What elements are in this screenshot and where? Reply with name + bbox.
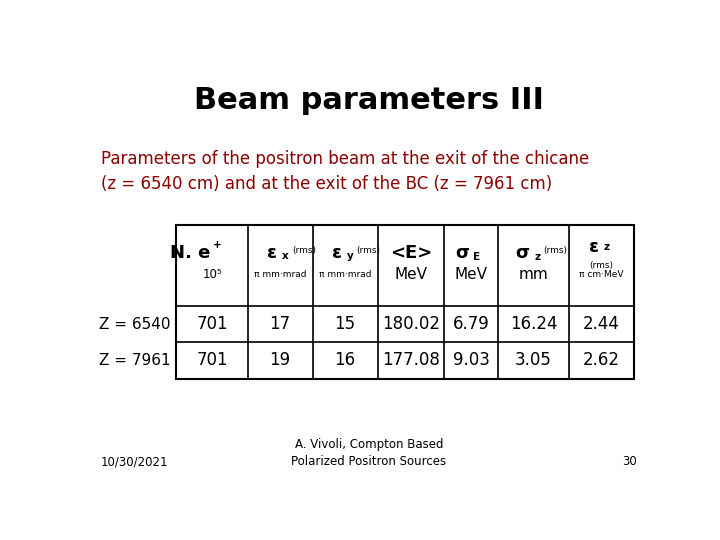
Text: z: z	[603, 242, 609, 252]
Text: σ: σ	[515, 244, 529, 262]
Text: 2.44: 2.44	[583, 315, 620, 333]
Text: 3.05: 3.05	[515, 351, 552, 369]
Text: (rms): (rms)	[544, 246, 567, 255]
Text: σ: σ	[455, 244, 469, 262]
Text: 6.79: 6.79	[453, 315, 490, 333]
Text: z: z	[534, 252, 540, 262]
Text: 15: 15	[335, 315, 356, 333]
Text: 17: 17	[269, 315, 291, 333]
Text: 16.24: 16.24	[510, 315, 557, 333]
Text: ε: ε	[267, 244, 277, 262]
Text: 10⁵: 10⁵	[202, 268, 222, 281]
Text: MeV: MeV	[395, 267, 427, 282]
Text: 9.03: 9.03	[452, 351, 490, 369]
Text: (rms): (rms)	[590, 261, 613, 270]
Text: 19: 19	[269, 351, 291, 369]
Text: Parameters of the positron beam at the exit of the chicane
(z = 6540 cm) and at : Parameters of the positron beam at the e…	[101, 150, 590, 193]
Text: Z = 7961: Z = 7961	[99, 353, 171, 368]
Text: π mm·mrad: π mm·mrad	[319, 270, 372, 279]
Text: <E>: <E>	[390, 244, 432, 262]
Text: π cm·MeV: π cm·MeV	[580, 270, 624, 279]
Text: ε: ε	[332, 244, 342, 262]
Text: y: y	[347, 251, 354, 261]
Text: 701: 701	[197, 315, 228, 333]
Text: 701: 701	[197, 351, 228, 369]
Text: E: E	[472, 252, 480, 262]
Text: 2.62: 2.62	[583, 351, 620, 369]
Text: ε: ε	[589, 238, 599, 256]
Text: mm: mm	[518, 267, 549, 282]
Text: N. e: N. e	[170, 244, 210, 262]
Text: 180.02: 180.02	[382, 315, 440, 333]
Text: (rms): (rms)	[292, 246, 317, 255]
Text: 177.08: 177.08	[382, 351, 440, 369]
Text: Beam parameters III: Beam parameters III	[194, 85, 544, 114]
Text: +: +	[213, 240, 222, 251]
Text: Z = 6540: Z = 6540	[99, 316, 171, 332]
Text: 10/30/2021: 10/30/2021	[101, 455, 168, 468]
Text: (rms): (rms)	[356, 246, 380, 255]
Text: MeV: MeV	[454, 267, 487, 282]
Text: x: x	[282, 251, 289, 261]
Text: 30: 30	[622, 455, 637, 468]
Text: A. Vivoli, Compton Based
Polarized Positron Sources: A. Vivoli, Compton Based Polarized Posit…	[292, 438, 446, 468]
Text: 16: 16	[335, 351, 356, 369]
Text: π mm·mrad: π mm·mrad	[254, 270, 307, 279]
